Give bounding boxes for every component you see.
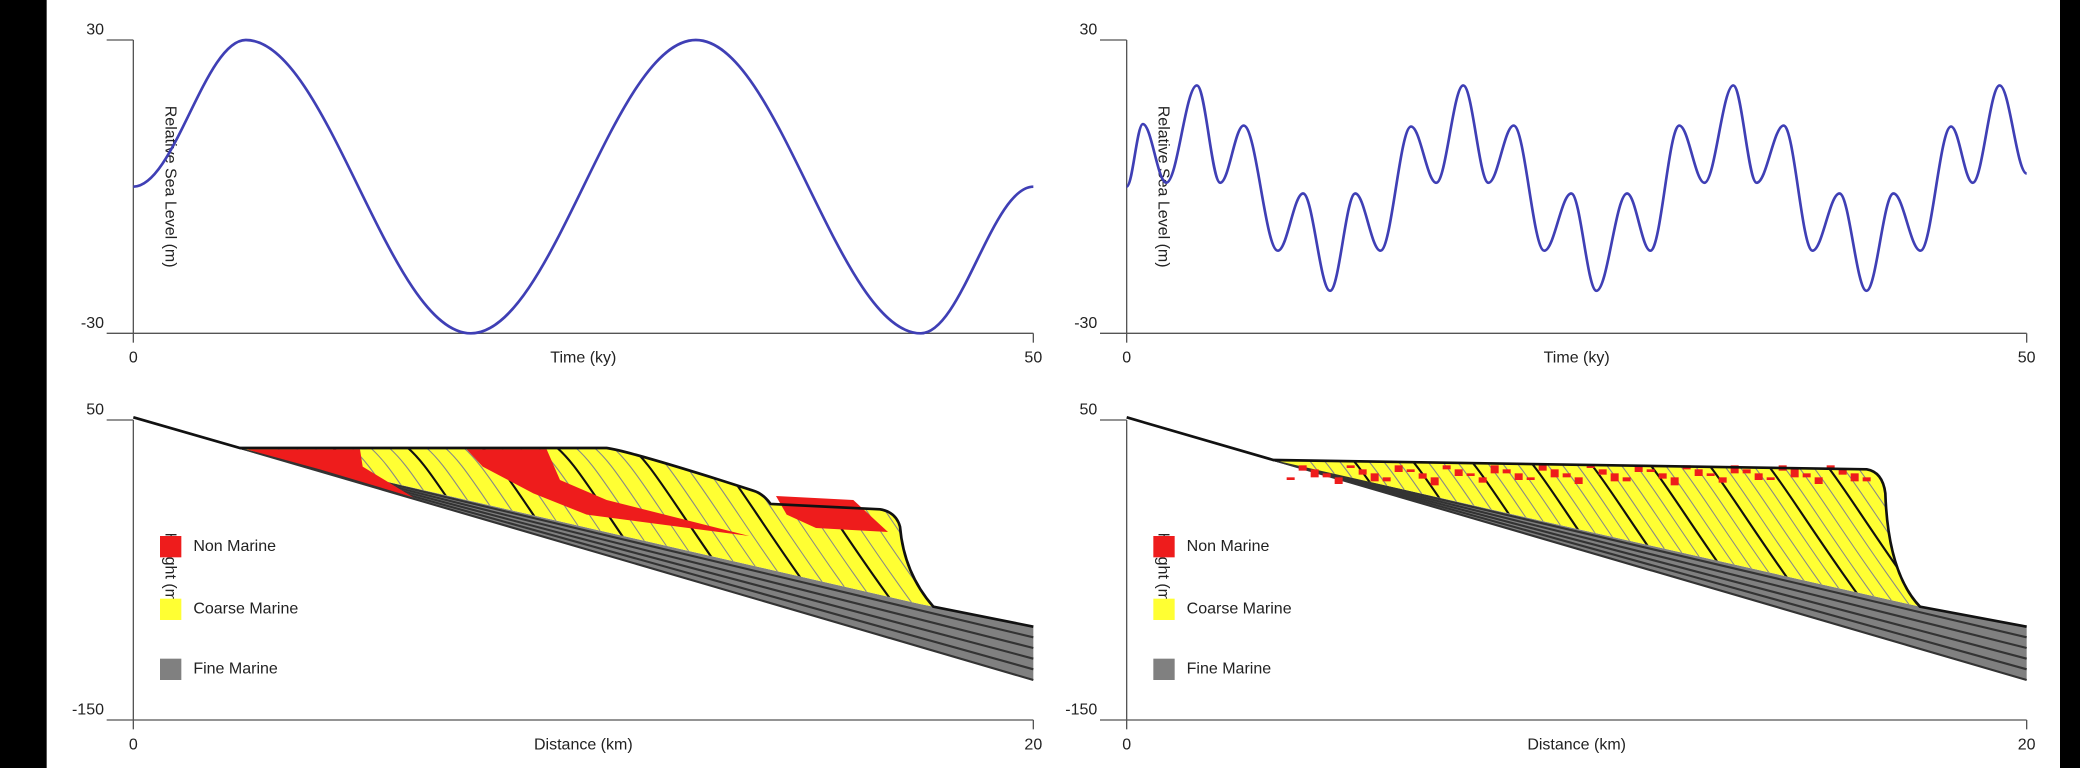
x-axis-label: Time (ky) bbox=[550, 350, 616, 367]
non-marine-patch bbox=[1574, 477, 1583, 484]
sea-level-line bbox=[1125, 84, 2028, 293]
non-marine-patch bbox=[1430, 477, 1439, 486]
clinoform-line bbox=[1785, 460, 1920, 607]
non-marine-patch bbox=[1298, 465, 1307, 471]
non-marine-patch bbox=[1550, 469, 1559, 478]
legend-label: Fine Marine bbox=[1187, 661, 1272, 678]
y-tick-label: 30 bbox=[1080, 22, 1098, 39]
non-marine-patch bbox=[1490, 465, 1499, 474]
legend-label: Coarse Marine bbox=[1187, 601, 1292, 618]
non-marine-patch bbox=[1658, 473, 1667, 479]
x-tick-label: 0 bbox=[129, 736, 138, 753]
clinoform-line bbox=[1799, 460, 1920, 607]
x-axis-label: Time (ky) bbox=[1544, 350, 1610, 367]
non-marine-patch bbox=[1394, 465, 1403, 472]
y-tick-label: -150 bbox=[1065, 702, 1097, 719]
non-marine-patch bbox=[1322, 473, 1331, 478]
legend-swatch bbox=[1153, 658, 1175, 680]
x-tick-label: 0 bbox=[129, 350, 138, 367]
clinoform-line bbox=[1829, 460, 1920, 607]
non-marine-patch bbox=[1370, 473, 1379, 482]
non-marine-patch bbox=[1706, 473, 1715, 476]
non-marine-patch bbox=[1814, 477, 1823, 484]
non-marine-patch bbox=[1634, 465, 1643, 472]
sea-level-line bbox=[133, 38, 1034, 335]
non-marine-patch bbox=[1742, 469, 1751, 474]
non-marine-patch bbox=[1730, 465, 1739, 474]
non-marine-patch bbox=[1622, 477, 1631, 482]
y-tick-label: -150 bbox=[72, 702, 104, 719]
non-marine-patch bbox=[1538, 465, 1547, 471]
non-marine-patch bbox=[1466, 473, 1475, 476]
non-marine-patch bbox=[1346, 465, 1355, 468]
non-marine-patch bbox=[1790, 469, 1799, 478]
non-marine-patch bbox=[1766, 477, 1775, 480]
non-marine-patch bbox=[1862, 477, 1871, 482]
non-marine-patch bbox=[1586, 465, 1595, 468]
non-marine-patch bbox=[1454, 469, 1463, 476]
legend-swatch bbox=[1153, 536, 1175, 558]
non-marine-patch bbox=[1802, 473, 1811, 478]
y-tick-label: 50 bbox=[86, 402, 104, 419]
non-marine-patch bbox=[1334, 477, 1343, 484]
x-axis-label: Distance (km) bbox=[1527, 736, 1626, 753]
non-marine-patch bbox=[1442, 465, 1451, 470]
fine-marine-strata bbox=[1273, 458, 2027, 682]
surface-line bbox=[1126, 416, 2027, 628]
x-tick-label: 50 bbox=[2018, 350, 2036, 367]
panel-background bbox=[46, 0, 2061, 768]
non-marine-patch bbox=[1358, 469, 1367, 475]
x-axis-label: Distance (km) bbox=[534, 736, 633, 753]
x-tick-label: 0 bbox=[1122, 736, 1131, 753]
clinoform-line bbox=[1814, 460, 1920, 607]
coarse-marine-body bbox=[240, 448, 934, 607]
surface-line bbox=[132, 416, 1034, 628]
non-marine-patch bbox=[1826, 465, 1835, 468]
non-marine-patch bbox=[1382, 477, 1391, 482]
non-marine-patch bbox=[1670, 477, 1679, 486]
non-marine-patch bbox=[1610, 473, 1619, 482]
non-marine-patch bbox=[1406, 469, 1415, 472]
non-marine-patch bbox=[1310, 469, 1319, 478]
non-marine-patch bbox=[1754, 473, 1763, 480]
non-marine-patch bbox=[1502, 469, 1511, 474]
x-tick-label: 50 bbox=[1024, 350, 1042, 367]
non-marine-patch bbox=[1850, 473, 1859, 482]
y-tick-label: -30 bbox=[81, 315, 104, 332]
non-marine-patch bbox=[1646, 469, 1655, 472]
y-tick-label: -30 bbox=[1074, 315, 1097, 332]
non-marine-patch bbox=[1526, 477, 1535, 480]
non-marine-patch bbox=[1562, 473, 1571, 478]
x-tick-label: 20 bbox=[2018, 736, 2036, 753]
legend-swatch bbox=[160, 536, 182, 558]
y-tick-label: 50 bbox=[1080, 402, 1098, 419]
non-marine-patch bbox=[1418, 473, 1427, 479]
non-marine-patch bbox=[1718, 477, 1727, 483]
non-marine-patch bbox=[1286, 477, 1295, 480]
x-tick-label: 20 bbox=[1024, 736, 1042, 753]
non-marine-patch bbox=[1478, 477, 1487, 483]
legend-swatch bbox=[160, 658, 182, 680]
non-marine-patch bbox=[1838, 469, 1847, 475]
legend-label: Coarse Marine bbox=[193, 601, 298, 618]
non-marine-patch bbox=[1514, 473, 1523, 480]
non-marine-patch bbox=[1694, 469, 1703, 476]
x-tick-label: 0 bbox=[1122, 350, 1131, 367]
y-axis-label: Relative Sea Level (m) bbox=[1155, 106, 1172, 268]
legend-swatch bbox=[160, 598, 182, 620]
legend-label: Fine Marine bbox=[193, 661, 278, 678]
legend-label: Non Marine bbox=[1187, 538, 1270, 555]
y-axis-label: Relative Sea Level (m) bbox=[161, 106, 178, 268]
legend-swatch bbox=[1153, 598, 1175, 620]
non-marine-patch bbox=[1598, 469, 1607, 475]
legend-label: Non Marine bbox=[193, 538, 276, 555]
y-tick-label: 30 bbox=[86, 22, 104, 39]
